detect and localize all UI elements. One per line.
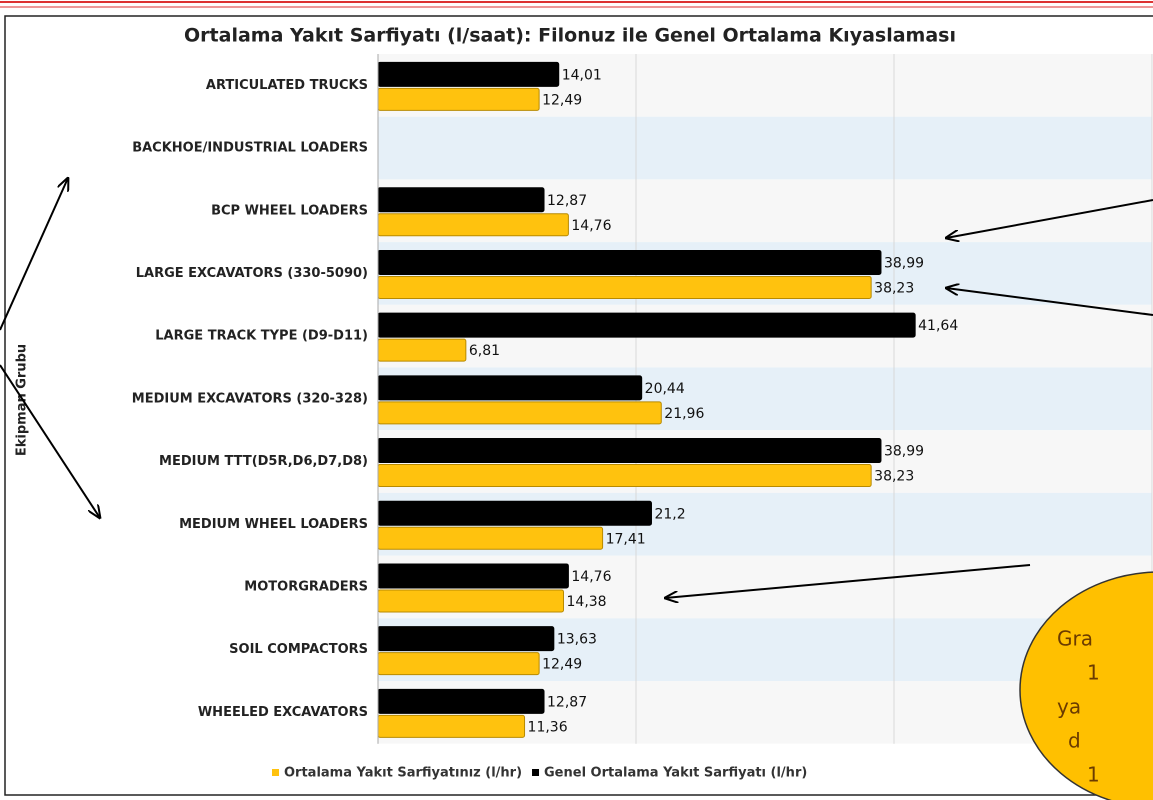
arrow [0, 364, 100, 518]
data-label: 38,99 [884, 255, 924, 271]
y-tick-label: LARGE EXCAVATORS (330-5090) [136, 266, 368, 281]
bar [377, 464, 872, 488]
data-label: 12,49 [542, 657, 582, 673]
data-label: 14,01 [562, 67, 602, 83]
callout-text: Gra [1057, 627, 1093, 651]
y-tick-label: MOTORGRADERS [244, 579, 368, 594]
data-label: 14,38 [567, 594, 607, 610]
arrow [665, 564, 1031, 598]
y-tick-label: MEDIUM TTT(D5R,D6,D7,D8) [159, 454, 368, 469]
data-label: 38,99 [884, 444, 924, 460]
chart-title: Ortalama Yakıt Sarfiyatı (l/saat): Filon… [184, 25, 956, 47]
callout-text: d [1068, 729, 1081, 753]
arrow [0, 178, 68, 331]
data-label: 38,23 [874, 280, 914, 296]
y-tick-label: WHEELED EXCAVATORS [198, 705, 368, 720]
data-label: 13,63 [557, 632, 597, 648]
bar [377, 563, 569, 589]
legend-swatch [532, 769, 540, 776]
bar [377, 312, 916, 338]
bar [377, 438, 882, 464]
data-label: 17,41 [606, 531, 646, 547]
data-label: 6,81 [469, 343, 500, 359]
callout-text: 1 [1087, 763, 1100, 787]
bar [377, 589, 565, 613]
data-label: 21,96 [664, 406, 704, 422]
bar [377, 375, 643, 401]
y-tick-label: BCP WHEEL LOADERS [211, 203, 368, 218]
bar [377, 626, 555, 652]
bar [377, 714, 526, 738]
data-label: 41,64 [918, 318, 958, 334]
data-label: 21,2 [654, 506, 685, 522]
y-tick-label: BACKHOE/INDUSTRIAL LOADERS [132, 141, 368, 156]
bar [377, 249, 882, 275]
bar [377, 61, 560, 87]
y-tick-label: MEDIUM WHEEL LOADERS [179, 517, 368, 532]
arrow [946, 199, 1153, 238]
legend-label: Genel Ortalama Yakıt Sarfiyatı (l/hr) [544, 766, 807, 781]
data-label: 12,49 [542, 92, 582, 108]
y-tick-label: LARGE TRACK TYPE (D9-D11) [155, 329, 368, 344]
data-label: 12,87 [547, 193, 587, 209]
bar [377, 213, 569, 237]
callout-text: 1 [1087, 661, 1100, 685]
y-tick-label: SOIL COMPACTORS [229, 642, 368, 657]
data-label: 20,44 [645, 381, 685, 397]
data-label: 12,87 [547, 694, 587, 710]
y-tick-label: ARTICULATED TRUCKS [206, 78, 368, 93]
bar [377, 688, 545, 714]
data-label: 38,23 [874, 469, 914, 485]
data-label: 11,36 [528, 719, 568, 735]
legend-swatch [272, 769, 279, 776]
arrow [946, 288, 1153, 316]
bar [377, 87, 540, 111]
y-tick-label: MEDIUM EXCAVATORS (320-328) [132, 391, 368, 406]
bar [377, 500, 652, 526]
row-band [378, 116, 1152, 180]
data-label: 14,76 [571, 569, 611, 585]
bar [377, 652, 540, 676]
callout [1019, 571, 1153, 800]
callout-text: ya [1057, 695, 1081, 719]
legend-label: Ortalama Yakıt Sarfiyatınız (l/hr) [284, 766, 522, 781]
bar [377, 401, 662, 425]
bar [377, 526, 604, 550]
bar [377, 275, 872, 299]
bar [377, 338, 467, 362]
bar [377, 187, 545, 213]
data-label: 14,76 [571, 218, 611, 234]
